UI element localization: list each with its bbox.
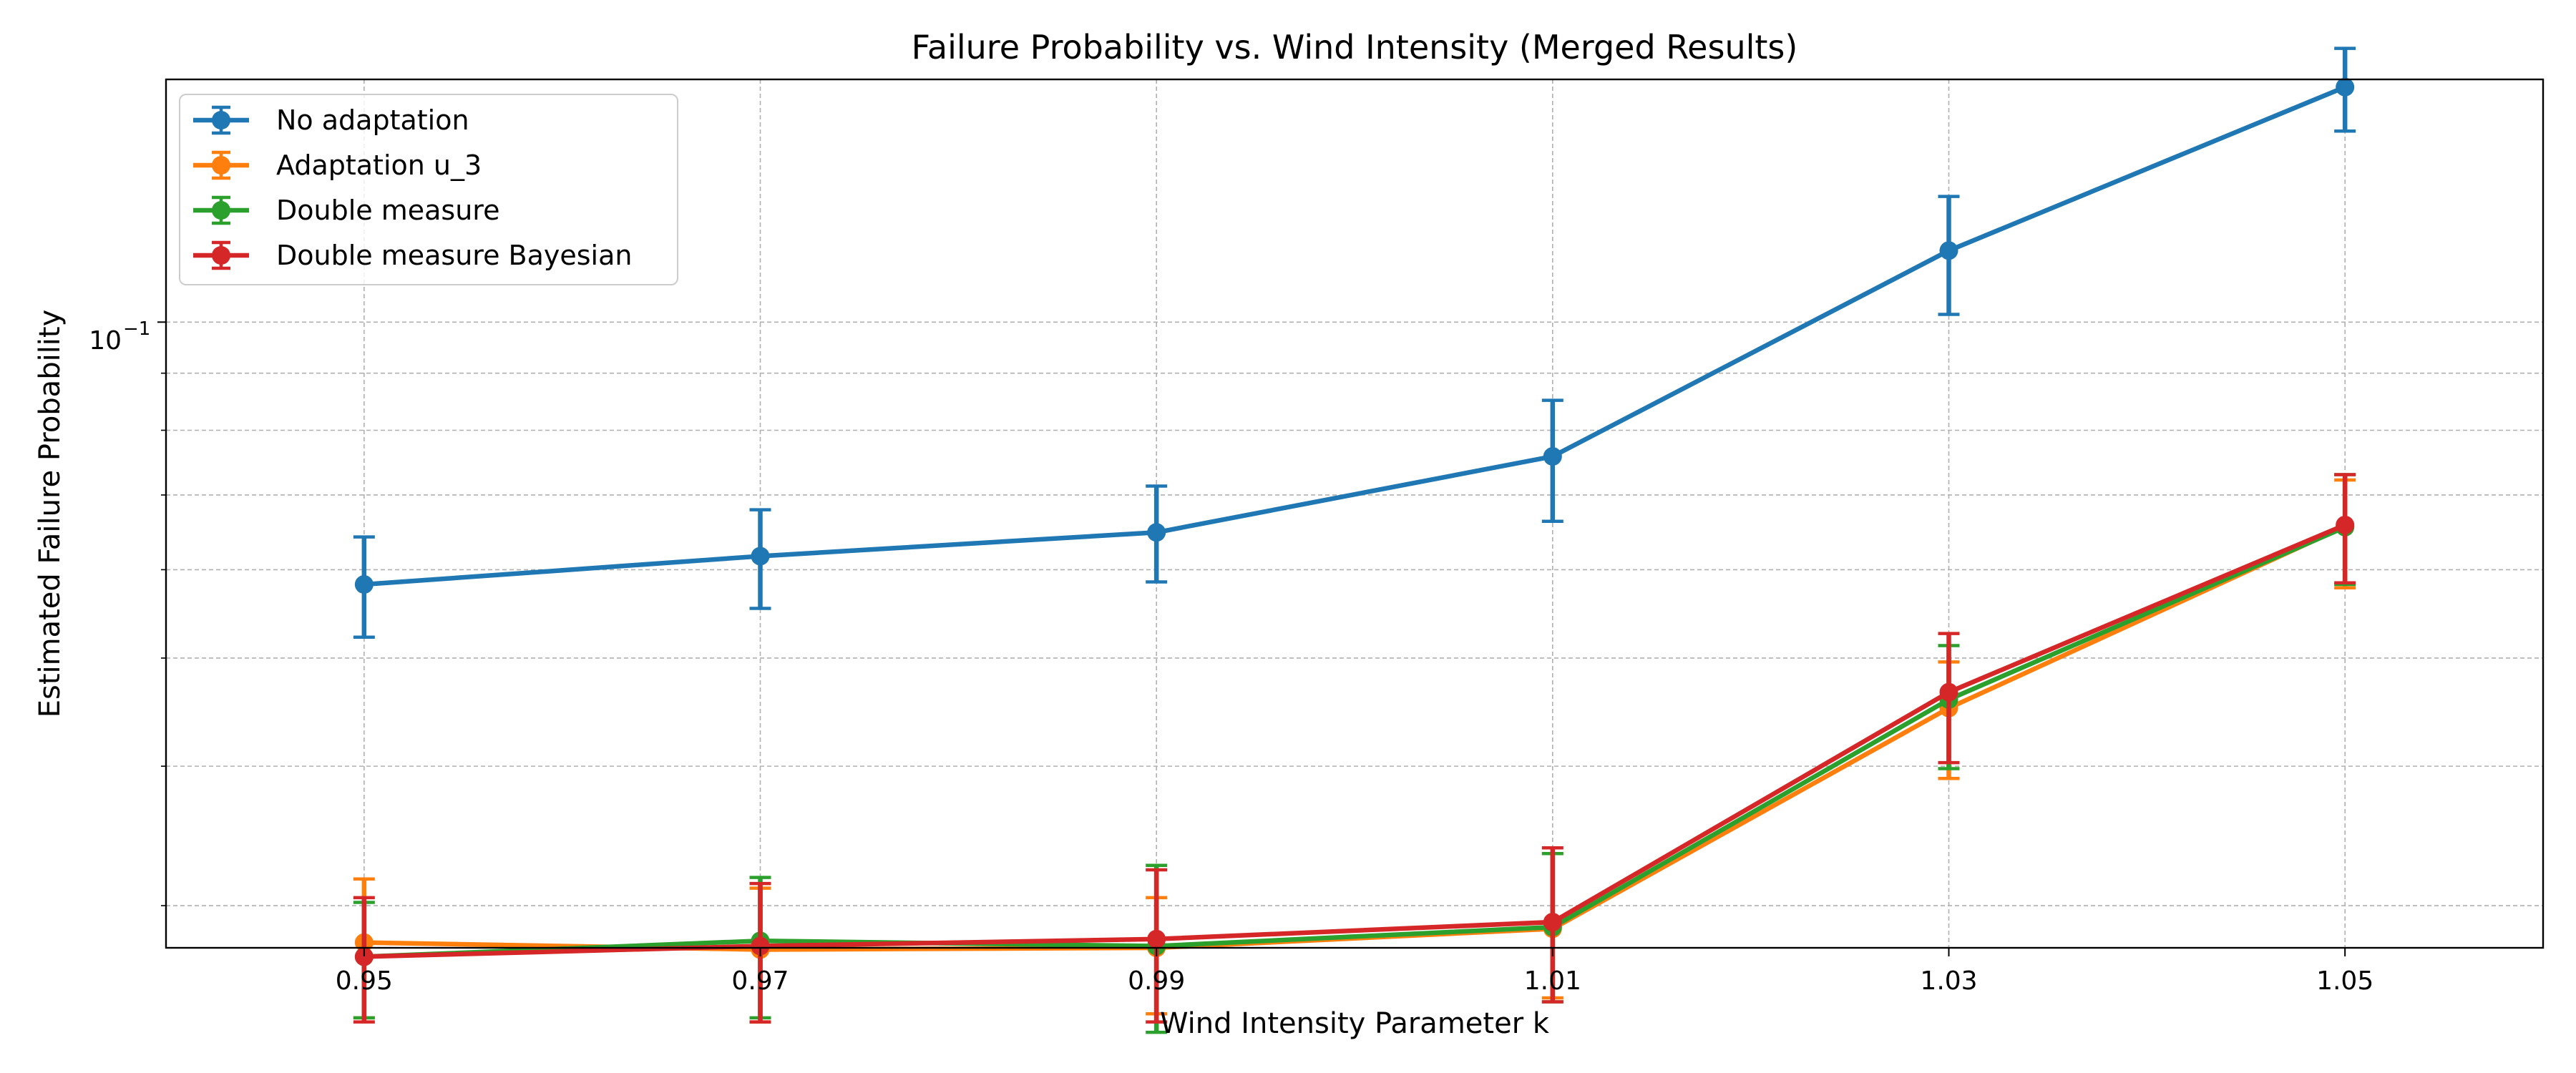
legend-entry: No adaptation <box>193 104 469 136</box>
x-tick-label: 1.05 <box>2316 966 2373 996</box>
y-tick-label: 10 −1 <box>89 318 150 356</box>
series-layer <box>353 46 2356 1034</box>
legend-label: Double measure <box>276 195 499 226</box>
legend-frame <box>179 94 678 285</box>
series-1 <box>353 46 2356 640</box>
legend: No adaptation Adaptation u_3 Double measur… <box>179 94 678 285</box>
x-tick-label: 0.95 <box>336 966 393 996</box>
y-tick-exponent: −1 <box>123 318 150 340</box>
y-axis-label: Estimated Failure Probability <box>34 310 67 718</box>
legend-swatch-marker <box>212 156 230 175</box>
data-point <box>354 947 374 966</box>
legend-entry: Adaptation u_3 <box>193 150 482 181</box>
legend-entry: Double measure <box>193 195 499 226</box>
x-tick-label: 1.01 <box>1524 966 1581 996</box>
data-point <box>2336 515 2355 534</box>
data-point <box>1147 929 1166 949</box>
y-tick-base: 10 <box>89 326 122 356</box>
legend-entry: Double measure Bayesian <box>193 240 633 271</box>
legend-label: Adaptation u_3 <box>276 150 482 181</box>
legend-swatch-marker <box>212 111 230 129</box>
legend-swatch-marker <box>212 246 230 265</box>
plot-frame <box>165 78 2545 949</box>
x-tick-label: 0.99 <box>1128 966 1185 996</box>
data-point <box>1543 913 1562 932</box>
x-tick-label: 1.03 <box>1920 966 1977 996</box>
data-point <box>1939 682 1958 702</box>
tick-layer: 0.95 0.97 0.99 1.01 1.03 1.05 <box>157 321 2373 996</box>
x-axis-label: Wind Intensity Parameter k <box>1160 1007 1550 1040</box>
data-point <box>354 575 374 594</box>
legend-label: Double measure Bayesian <box>276 240 633 271</box>
data-point <box>2336 77 2355 97</box>
series-line <box>361 84 2348 587</box>
data-point <box>751 936 770 956</box>
data-point <box>751 547 770 566</box>
legend-swatch-marker <box>212 201 230 220</box>
x-tick-label: 0.97 <box>731 966 789 996</box>
chart-title: Failure Probability vs. Wind Intensity (… <box>912 28 1798 67</box>
series-line <box>361 524 2348 959</box>
data-point <box>1939 241 1958 260</box>
svg-text:10: 10 <box>89 326 122 356</box>
data-point <box>1147 523 1166 542</box>
legend-label: No adaptation <box>276 104 469 136</box>
data-point <box>1543 447 1562 466</box>
